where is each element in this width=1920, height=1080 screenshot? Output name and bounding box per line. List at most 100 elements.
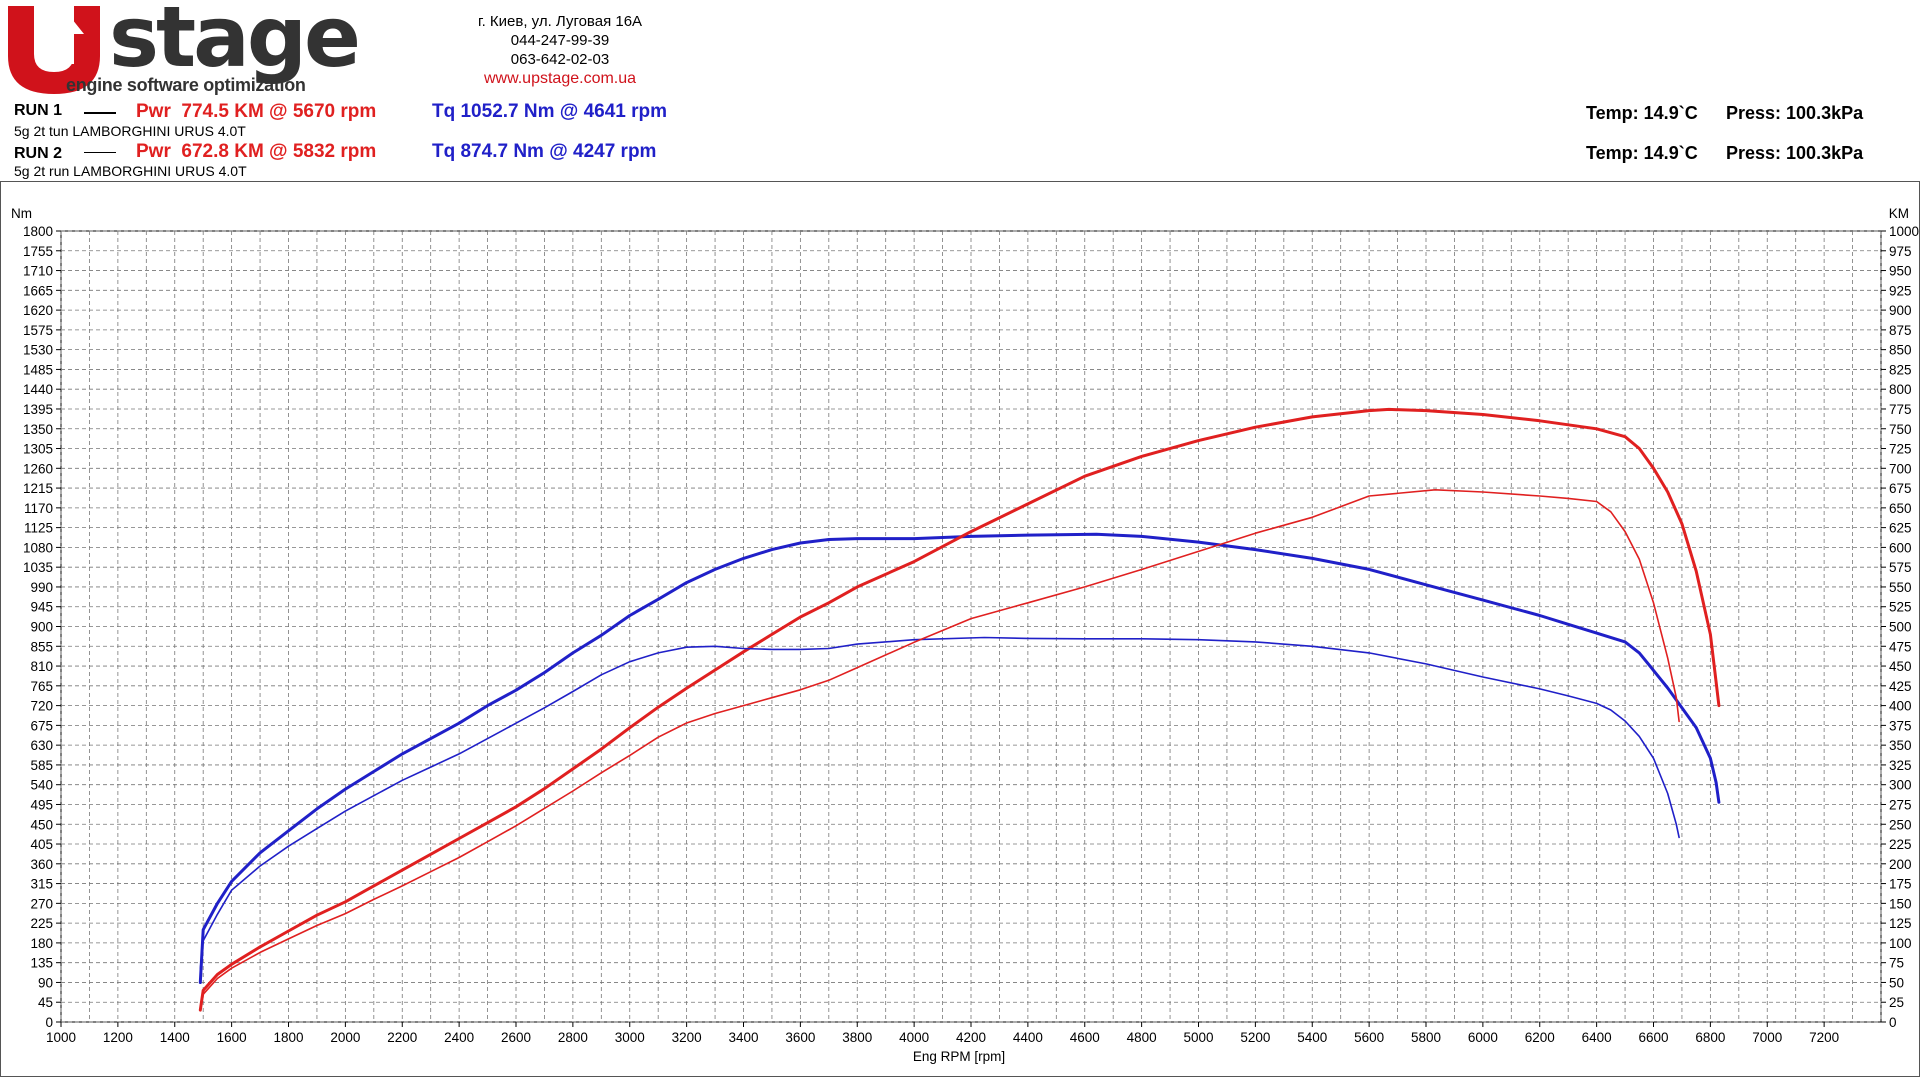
tick-label-left: 1710 (23, 264, 53, 279)
y-axis-right-label: KM (1889, 206, 1909, 221)
tick-label-right: 650 (1889, 501, 1912, 516)
tick-label-left: 990 (30, 580, 53, 595)
tick-label-left: 135 (30, 956, 53, 971)
tick-label-x: 6800 (1695, 1030, 1725, 1045)
tick-label-right: 0 (1889, 1015, 1897, 1030)
tick-label-right: 50 (1889, 975, 1904, 990)
series-run-2-power (199, 489, 1680, 1011)
tick-label-right: 500 (1889, 620, 1912, 635)
tick-label-x: 5400 (1297, 1030, 1327, 1045)
tick-label-left: 1035 (23, 560, 53, 575)
tick-label-left: 675 (30, 718, 53, 733)
tick-label-left: 1575 (23, 323, 53, 338)
tick-label-x: 3000 (615, 1030, 645, 1045)
left-axis-ticks: 0 45 90 135 180 225 270 315 360 405 450 495 540 585 63… (23, 224, 61, 1030)
tick-label-left: 180 (30, 936, 53, 951)
tick-label-x: 4600 (1070, 1030, 1100, 1045)
tick-label-left: 1260 (23, 461, 53, 476)
tick-label-right: 900 (1889, 303, 1912, 318)
run-2-torque-peak: Tq 874.7 Nm @ 4247 rpm (432, 141, 657, 162)
address: г. Киев, ул. Луговая 16А (477, 13, 643, 30)
tick-label-x: 4200 (956, 1030, 986, 1045)
tick-label-right: 125 (1889, 916, 1912, 931)
tick-label-right: 875 (1889, 323, 1912, 338)
run-1-conditions: Temp: 14.9`C Press: 100.3kPa (1586, 103, 1863, 124)
tick-label-right: 75 (1889, 956, 1904, 971)
tick-label-left: 1440 (23, 382, 53, 397)
tick-label-right: 675 (1889, 481, 1912, 496)
tick-label-right: 200 (1889, 857, 1912, 872)
tick-label-right: 1000 (1889, 224, 1919, 239)
tick-label-x: 7200 (1809, 1030, 1839, 1045)
tick-label-left: 585 (30, 758, 53, 773)
tick-label-right: 475 (1889, 639, 1912, 654)
tick-label-left: 405 (30, 837, 53, 852)
tick-label-x: 5000 (1183, 1030, 1213, 1045)
chart-grid (60, 230, 1882, 1023)
right-axis-ticks: 0 25 50 75 100 125 150 175 200 225 250 275 300 325 350… (1881, 224, 1919, 1030)
dyno-chart: 0 45 90 135 180 225 270 315 360 405 450 495 540 585 63… (11, 206, 1919, 1064)
tick-label-left: 0 (45, 1015, 53, 1030)
chart-series (198, 407, 1721, 1012)
tick-label-right: 525 (1889, 600, 1912, 615)
tick-label-left: 1755 (23, 244, 53, 259)
run-2-car: 5g 2t run LAMBORGHINI URUS 4.0T (14, 163, 247, 179)
run-1-press: Press: 100.3kPa (1726, 103, 1864, 123)
tick-label-x: 6400 (1582, 1030, 1612, 1045)
tick-label-left: 720 (30, 699, 53, 714)
tick-label-right: 350 (1889, 738, 1912, 753)
website-link[interactable]: www.upstage.com.ua (483, 70, 637, 87)
y-axis-left-label: Nm (11, 206, 32, 221)
tick-label-right: 300 (1889, 778, 1912, 793)
run-1-car: 5g 2t tun LAMBORGHINI URUS 4.0T (14, 123, 246, 139)
tick-label-left: 1125 (24, 521, 53, 536)
tick-label-right: 750 (1889, 422, 1912, 437)
tick-label-right: 175 (1889, 877, 1912, 892)
run-1-torque-peak: Tq 1052.7 Nm @ 4641 rpm (432, 101, 668, 122)
tick-label-left: 855 (30, 639, 53, 654)
tick-label-x: 6600 (1638, 1030, 1668, 1045)
tick-label-left: 495 (30, 797, 53, 812)
tick-label-left: 765 (30, 679, 53, 694)
tick-label-right: 400 (1889, 699, 1912, 714)
tick-label-right: 950 (1889, 264, 1912, 279)
run-2-conditions: Temp: 14.9`C Press: 100.3kPa (1586, 143, 1863, 164)
tick-label-right: 25 (1889, 995, 1904, 1010)
tick-label-left: 630 (30, 738, 53, 753)
tick-label-left: 450 (30, 817, 53, 832)
tick-label-right: 625 (1889, 521, 1912, 536)
tick-label-x: 6200 (1525, 1030, 1555, 1045)
tick-label-x: 2800 (558, 1030, 588, 1045)
tick-label-left: 1485 (23, 362, 53, 377)
logo-tagline: engine software optimization (66, 75, 306, 95)
tick-label-x: 3600 (785, 1030, 815, 1045)
tick-label-left: 45 (38, 995, 53, 1010)
tick-label-x: 2600 (501, 1030, 531, 1045)
tick-label-x: 5600 (1354, 1030, 1384, 1045)
tick-label-left: 1530 (23, 343, 53, 358)
tick-label-left: 1395 (23, 402, 53, 417)
tick-label-right: 275 (1889, 797, 1912, 812)
tick-label-x: 4400 (1013, 1030, 1043, 1045)
run-2-line-sample (84, 152, 116, 153)
run-1-temp: Temp: 14.9`C (1586, 103, 1698, 123)
run-2-temp: Temp: 14.9`C (1586, 143, 1698, 163)
run-1-label: RUN 1 (14, 102, 63, 119)
tick-label-right: 850 (1889, 343, 1912, 358)
tick-label-right: 325 (1889, 758, 1912, 773)
tick-label-x: 1800 (273, 1030, 303, 1045)
tick-label-x: 4800 (1127, 1030, 1157, 1045)
tick-label-left: 1350 (23, 422, 53, 437)
tick-label-right: 100 (1889, 936, 1912, 951)
tick-label-right: 450 (1889, 659, 1912, 674)
tick-label-x: 3200 (672, 1030, 702, 1045)
run-1-line-sample (84, 112, 116, 114)
phone-1: 044-247-99-39 (510, 32, 610, 49)
logo-wordmark: stage (109, 0, 361, 86)
series-run-1-power (198, 407, 1721, 1012)
tick-label-right: 425 (1889, 679, 1912, 694)
tick-label-x: 2400 (444, 1030, 474, 1045)
tick-label-right: 600 (1889, 540, 1912, 555)
tick-label-right: 225 (1889, 837, 1912, 852)
tick-label-left: 900 (30, 620, 53, 635)
